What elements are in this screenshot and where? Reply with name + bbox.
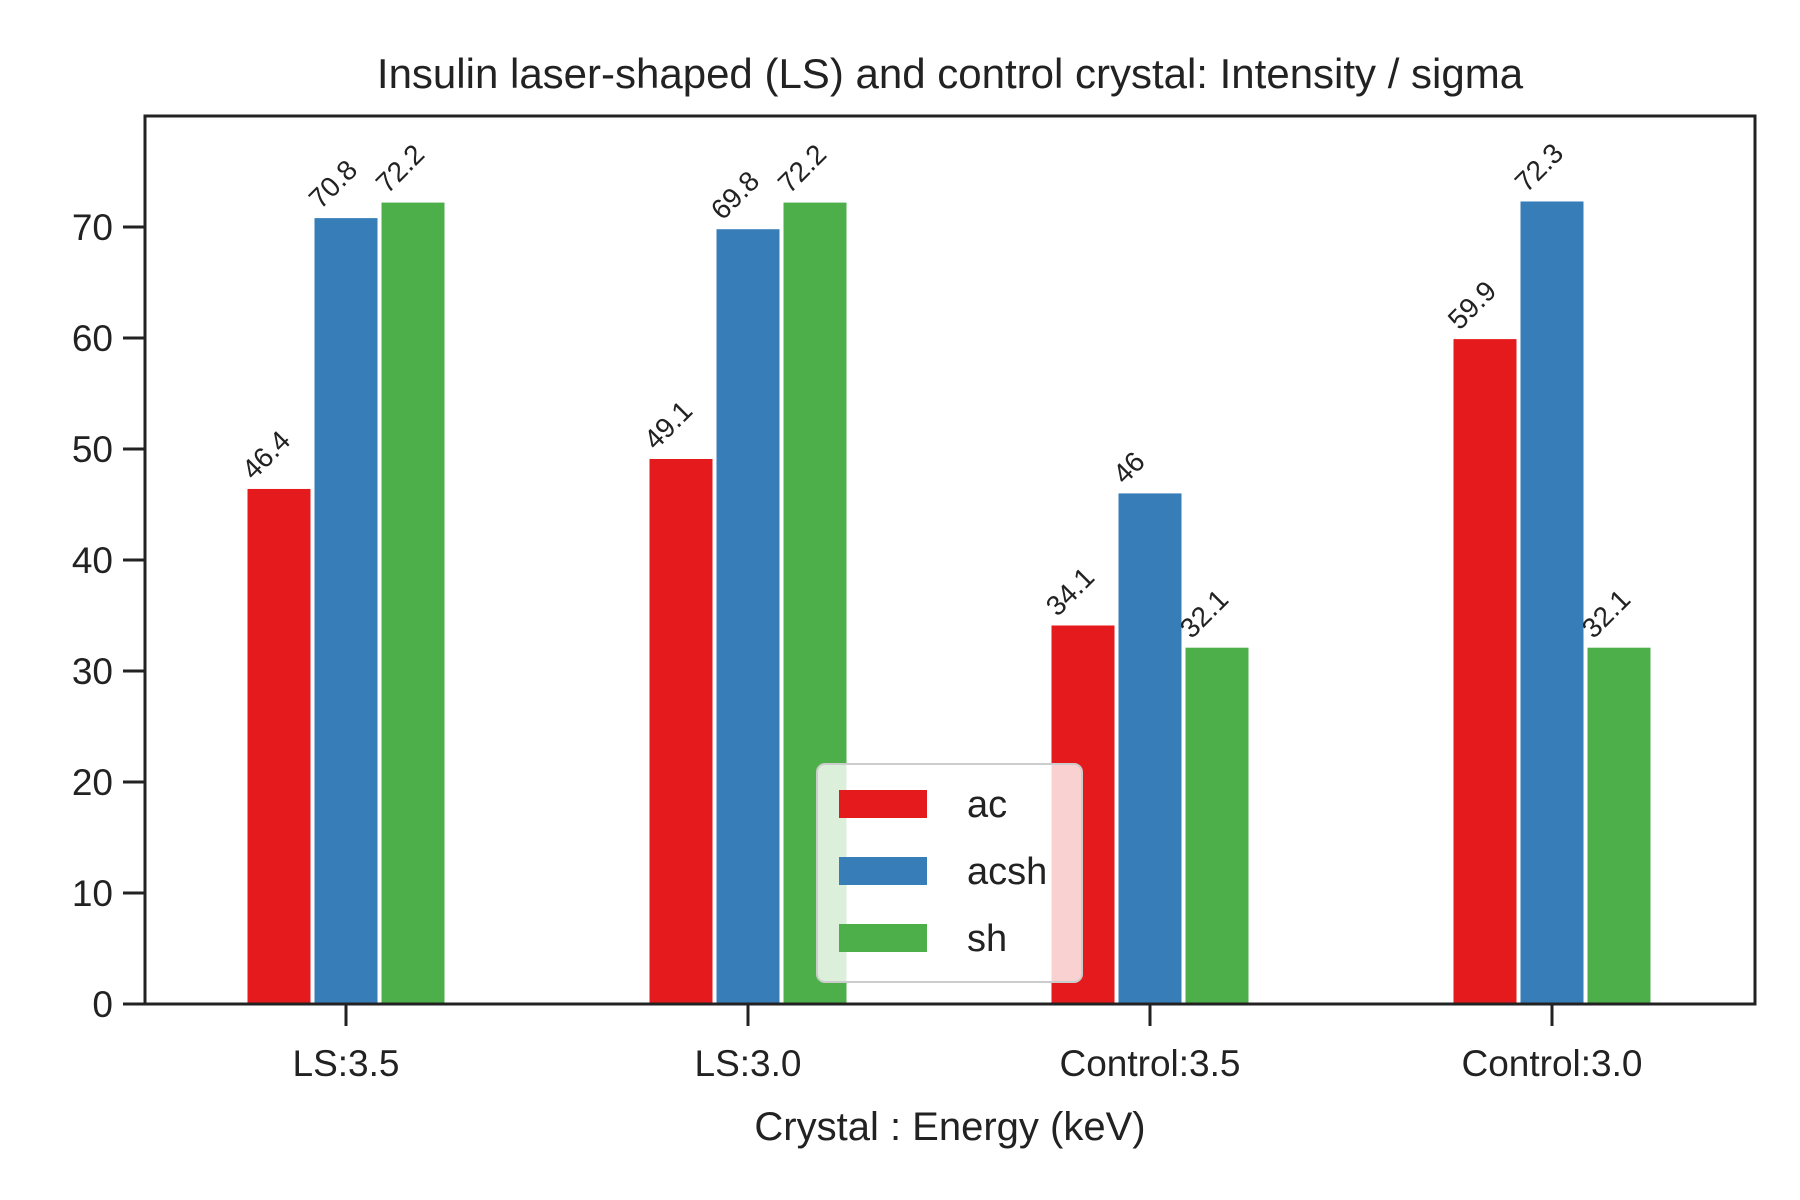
legend-label-acsh: acsh [967, 851, 1047, 893]
legend-swatch-acsh [839, 857, 927, 885]
bar-acsh-1 [716, 229, 780, 1005]
y-tick-label: 40 [72, 540, 113, 581]
bar-sh-2 [1185, 647, 1249, 1004]
chart-title: Insulin laser-shaped (LS) and control cr… [377, 50, 1524, 97]
plot-frame [143, 114, 1757, 1006]
bar-sh-0 [381, 202, 445, 1004]
x-axis-label: Crystal : Energy (keV) [754, 1105, 1145, 1149]
x-axis: LS:3.5 LS:3.0 Control:3.5 Control:3.0 [293, 1004, 1643, 1084]
y-tick-label: 0 [92, 984, 113, 1025]
bar-sh-3 [1587, 647, 1651, 1004]
y-tick-label: 10 [72, 873, 113, 914]
bar-ac-1 [649, 458, 713, 1004]
bars-group [247, 201, 1651, 1005]
x-tick-label: LS:3.5 [293, 1043, 400, 1084]
legend: ac acsh sh [816, 763, 1083, 983]
bar-acsh-3 [1520, 201, 1584, 1005]
legend-label-sh: sh [967, 918, 1007, 960]
legend-swatch-ac [839, 790, 927, 818]
y-tick-label: 50 [72, 429, 113, 470]
x-tick-label: Control:3.5 [1060, 1043, 1241, 1084]
x-tick-label: LS:3.0 [695, 1043, 802, 1084]
bar-ac-3 [1453, 339, 1517, 1004]
y-tick-label: 30 [72, 651, 113, 692]
bar-acsh-0 [314, 218, 378, 1004]
y-axis: 0 10 20 30 40 50 60 70 [72, 207, 145, 1025]
legend-label-ac: ac [967, 784, 1007, 826]
bar-acsh-2 [1118, 493, 1182, 1004]
legend-swatch-sh [839, 924, 927, 952]
y-tick-label: 20 [72, 762, 113, 803]
x-tick-label: Control:3.0 [1462, 1043, 1643, 1084]
y-tick-label: 70 [72, 207, 113, 248]
y-tick-label: 60 [72, 318, 113, 359]
bar-ac-0 [247, 488, 311, 1005]
